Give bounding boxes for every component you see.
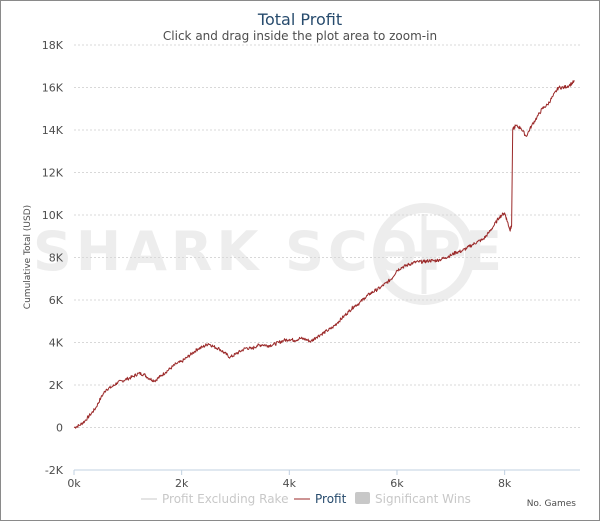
x-axis-ticks: 0k 2k 4k 6k 8k — [67, 470, 512, 490]
x-tick-label: 4k — [283, 477, 297, 490]
legend-item-significant-wins[interactable]: Significant Wins — [355, 492, 471, 506]
y-tick-label: 4K — [49, 337, 64, 350]
legend-box-marker-icon — [355, 492, 370, 504]
legend-label-profit-excluding-rake: Profit Excluding Rake — [162, 492, 288, 506]
watermark: SHARK SCOPE — [33, 203, 502, 305]
y-tick-label: 16K — [42, 82, 64, 95]
series-layer — [73, 80, 575, 429]
y-tick-label: 10K — [42, 209, 64, 222]
y-axis-label: Cumulative Total (USD) — [23, 205, 33, 309]
legend-item-profit[interactable]: Profit — [294, 492, 347, 506]
x-tick-label: 0k — [67, 477, 81, 490]
legend-label-significant-wins: Significant Wins — [375, 492, 471, 506]
x-axis-label: No. Games — [527, 499, 577, 509]
y-axis-ticks: -2K 0 2K 4K 6K 8K 10K 12K 14K 16K 18K — [42, 39, 64, 477]
legend: Profit Excluding Rake Profit Significant… — [141, 492, 471, 506]
x-tick-label: 2k — [175, 477, 189, 490]
y-tick-label: 14K — [42, 124, 64, 137]
y-tick-label: 18K — [42, 39, 64, 52]
y-tick-label: 6K — [49, 294, 64, 307]
y-tick-label: -2K — [45, 464, 64, 477]
series-line-profit[interactable] — [73, 80, 575, 429]
y-tick-label: 8K — [49, 252, 64, 265]
legend-item-profit-excluding-rake[interactable]: Profit Excluding Rake — [141, 492, 288, 506]
legend-label-profit: Profit — [315, 492, 347, 506]
x-tick-label: 8k — [498, 477, 512, 490]
chart-title: Total Profit — [257, 10, 342, 29]
chart-subtitle: Click and drag inside the plot area to z… — [163, 29, 437, 43]
y-tick-label: 2K — [49, 379, 64, 392]
y-tick-label: 0 — [56, 422, 63, 435]
y-tick-label: 12K — [42, 167, 64, 180]
x-tick-label: 6k — [390, 477, 404, 490]
